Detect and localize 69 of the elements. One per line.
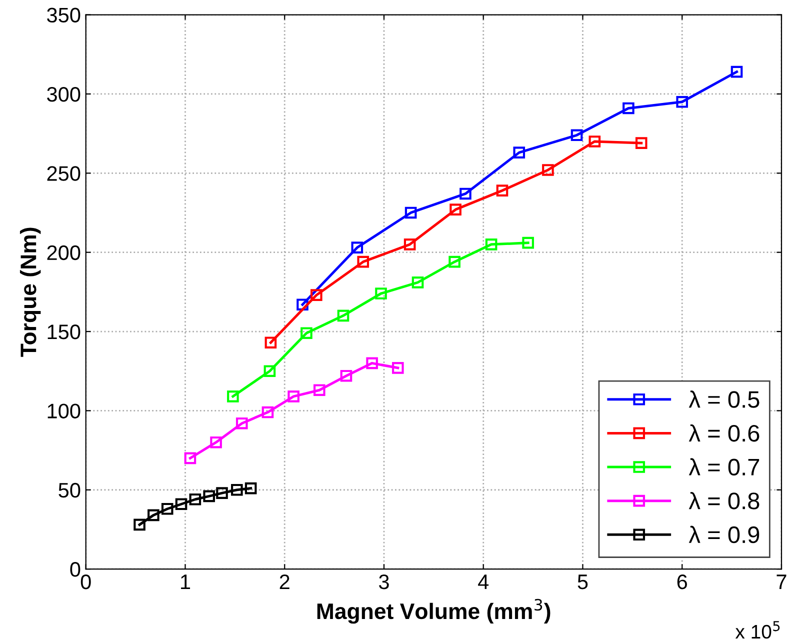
point	[175, 498, 188, 510]
point	[460, 188, 472, 200]
point	[635, 137, 648, 149]
point	[513, 146, 526, 158]
y-tick-label: 50	[58, 482, 80, 498]
point	[448, 256, 460, 268]
point	[337, 310, 350, 322]
y-tick-label: 250	[47, 166, 80, 181]
x-tick-label: 2	[280, 574, 290, 590]
x-tick-label: 7	[776, 574, 786, 590]
x-tick-label: 5	[578, 574, 588, 590]
point	[262, 406, 274, 418]
y-tick-label: 100	[48, 404, 80, 418]
point	[236, 417, 248, 430]
point	[210, 436, 222, 448]
y-tick-label: 350	[47, 8, 80, 23]
point	[404, 238, 416, 250]
point	[542, 164, 554, 176]
y-tick-label: 200	[47, 245, 80, 260]
point	[730, 66, 743, 78]
point	[375, 288, 387, 300]
point	[485, 238, 498, 250]
point	[676, 96, 688, 108]
point	[392, 362, 404, 374]
y-tick-label: 300	[47, 86, 80, 102]
legend-label: λ = 0.6	[688, 424, 760, 442]
point	[148, 509, 160, 522]
point	[450, 204, 462, 216]
point	[227, 390, 239, 402]
text: x 10$^{5}$	[735, 621, 780, 639]
x-tick-label: 4	[478, 574, 489, 590]
x-axis-title: Magnet Volume (mm$^{3}$)	[317, 598, 550, 624]
point	[216, 487, 228, 499]
point	[366, 357, 378, 370]
y-axis-title: Torque (Nm)	[20, 228, 41, 357]
point	[496, 184, 508, 196]
point	[313, 384, 326, 396]
point	[622, 102, 634, 114]
x-tick-label: 3	[378, 574, 389, 590]
legend-label: λ = 0.8	[688, 492, 760, 510]
point	[189, 493, 202, 506]
point	[340, 370, 352, 382]
point	[412, 276, 424, 288]
point	[161, 502, 174, 515]
point	[184, 452, 196, 464]
point	[264, 336, 277, 349]
point	[244, 482, 257, 494]
point	[300, 327, 312, 339]
point	[404, 206, 417, 219]
point	[588, 136, 601, 148]
y-tick-label: 0	[70, 562, 80, 577]
point	[522, 236, 534, 249]
point	[231, 484, 243, 496]
point	[288, 390, 300, 402]
x-tick-label: 1	[181, 574, 190, 590]
legend-label: λ = 0.7	[688, 458, 760, 476]
legend-label: λ = 0.9	[688, 526, 760, 544]
point	[296, 298, 308, 310]
point	[264, 365, 276, 378]
y-tick-label: 150	[48, 324, 80, 340]
legend-label: λ = 0.5	[688, 390, 760, 408]
point	[203, 490, 215, 502]
point	[357, 256, 370, 268]
x-tick-label: 0	[80, 574, 91, 590]
point	[134, 518, 146, 531]
x-tick-label: 6	[677, 574, 687, 590]
point	[351, 242, 364, 254]
point	[570, 129, 583, 142]
point	[310, 289, 322, 301]
